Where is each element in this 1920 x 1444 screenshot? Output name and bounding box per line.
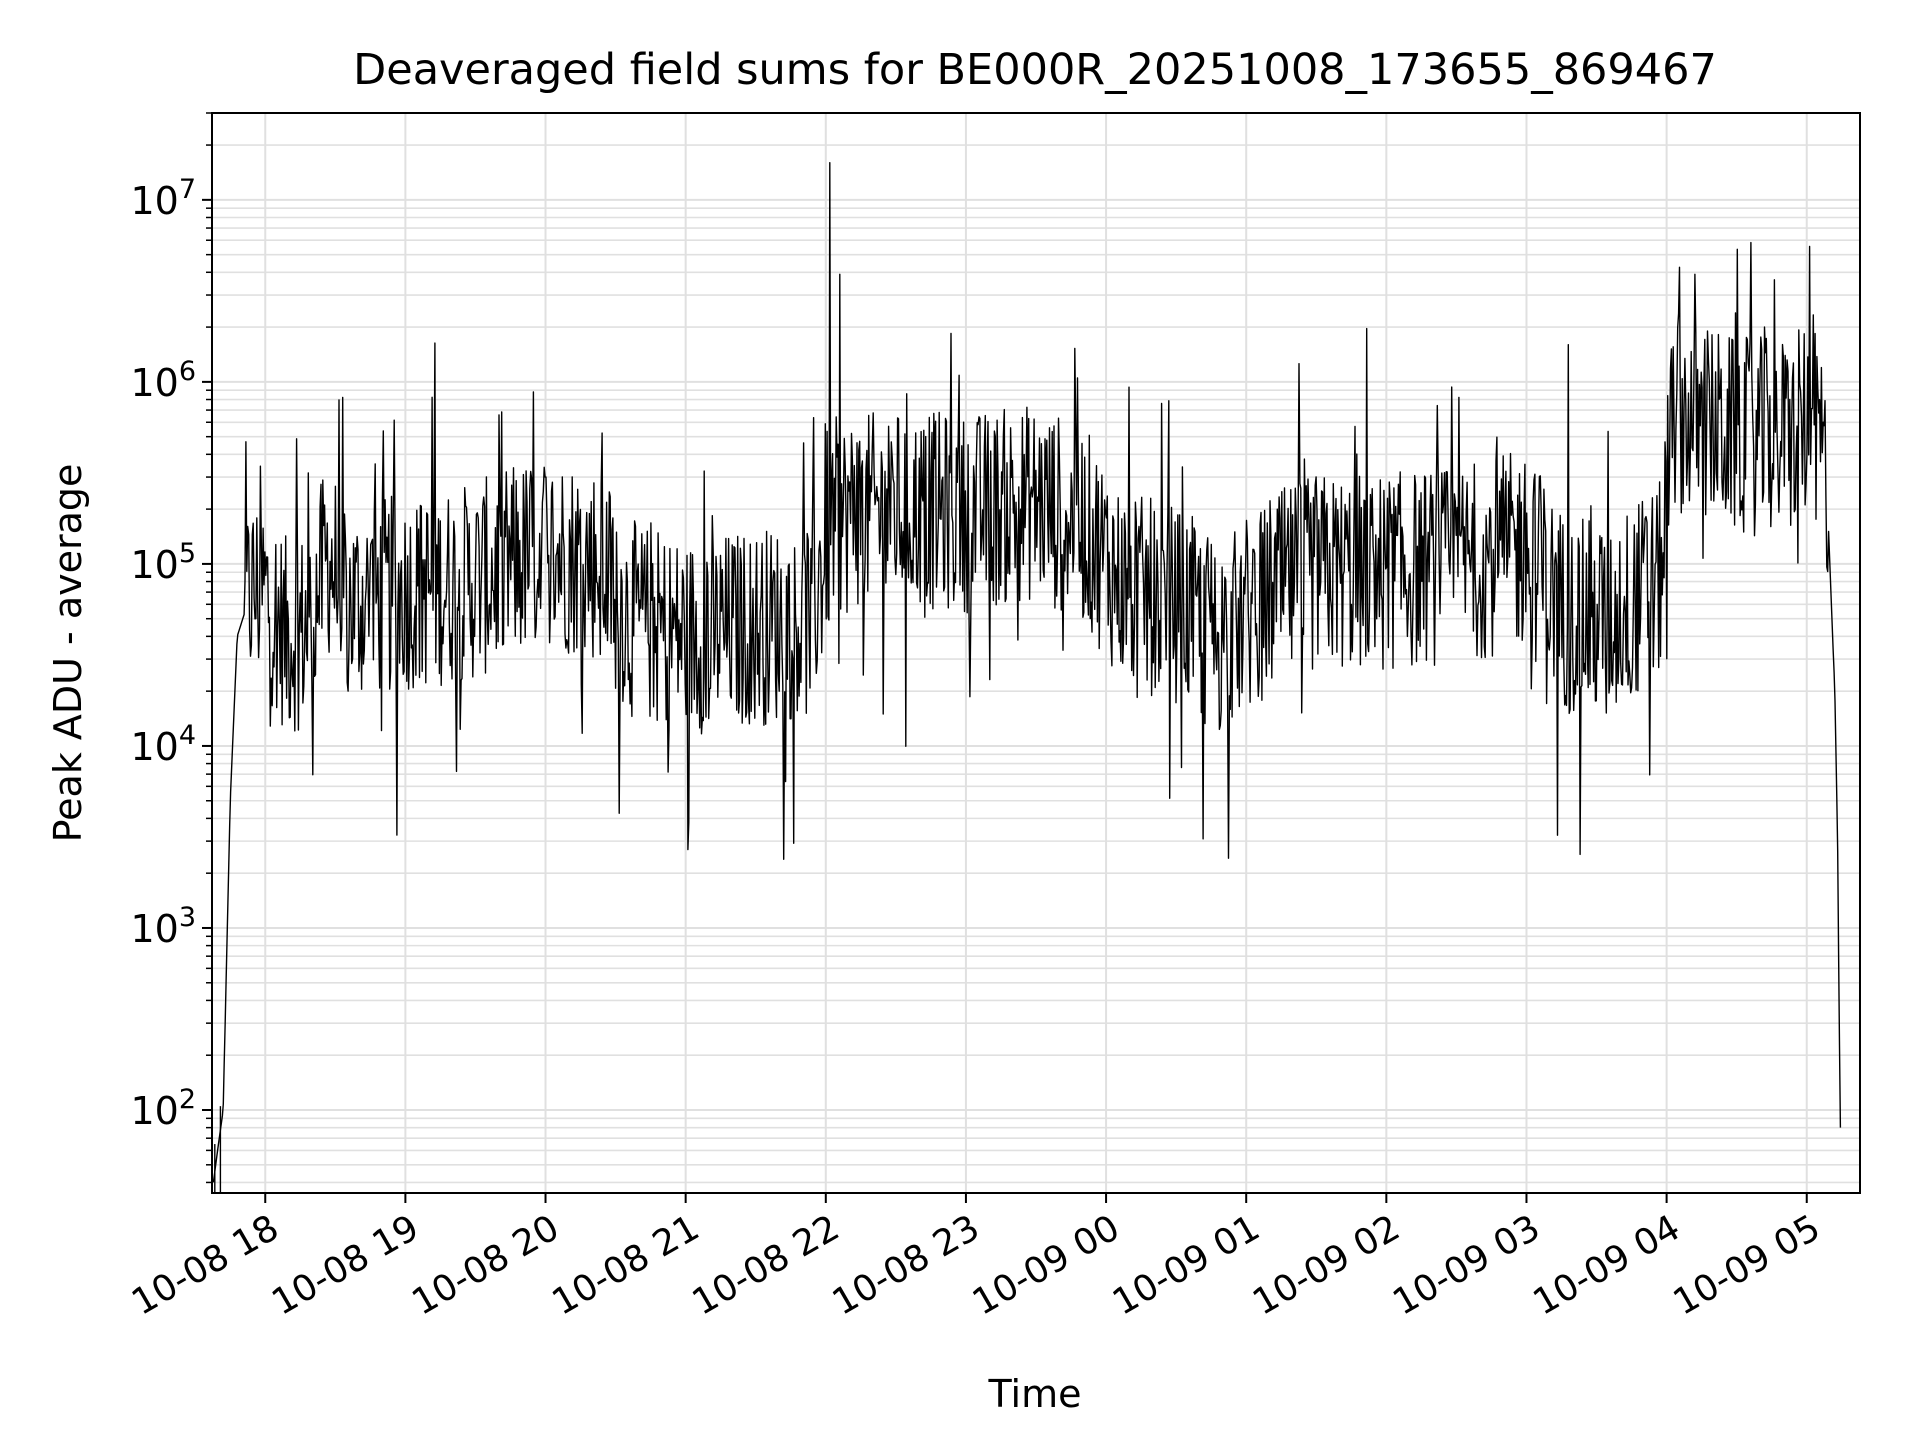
y-tick-label: 104 [130,720,196,769]
series-line [212,162,1842,1183]
y-tick-label: 103 [130,902,196,951]
y-tick-label: 107 [130,174,196,223]
y-tick-label: 105 [130,538,196,587]
x-axis-label: Time [988,1372,1082,1416]
y-tick-label: 102 [130,1084,196,1133]
y-tick-base: 10 [130,725,178,769]
chart-title: Deaveraged field sums for BE000R_2025100… [353,45,1717,95]
y-tick-base: 10 [130,543,178,587]
y-tick-base: 10 [130,1089,178,1133]
y-tick-exponent: 2 [179,1084,196,1115]
y-tick-exponent: 3 [179,902,196,933]
y-tick-exponent: 4 [179,720,196,751]
y-tick-exponent: 7 [179,174,196,205]
series-layer [212,162,1842,1193]
y-tick-exponent: 5 [179,538,196,569]
y-axis-label: Peak ADU - average [46,464,90,843]
y-tick-base: 10 [130,361,178,405]
grid-layer [212,112,1860,1193]
y-tick-base: 10 [130,179,178,223]
y-tick-label: 106 [130,356,196,405]
y-tick-base: 10 [130,907,178,951]
plot-frame [211,112,1861,1194]
y-tick-exponent: 6 [179,356,196,387]
